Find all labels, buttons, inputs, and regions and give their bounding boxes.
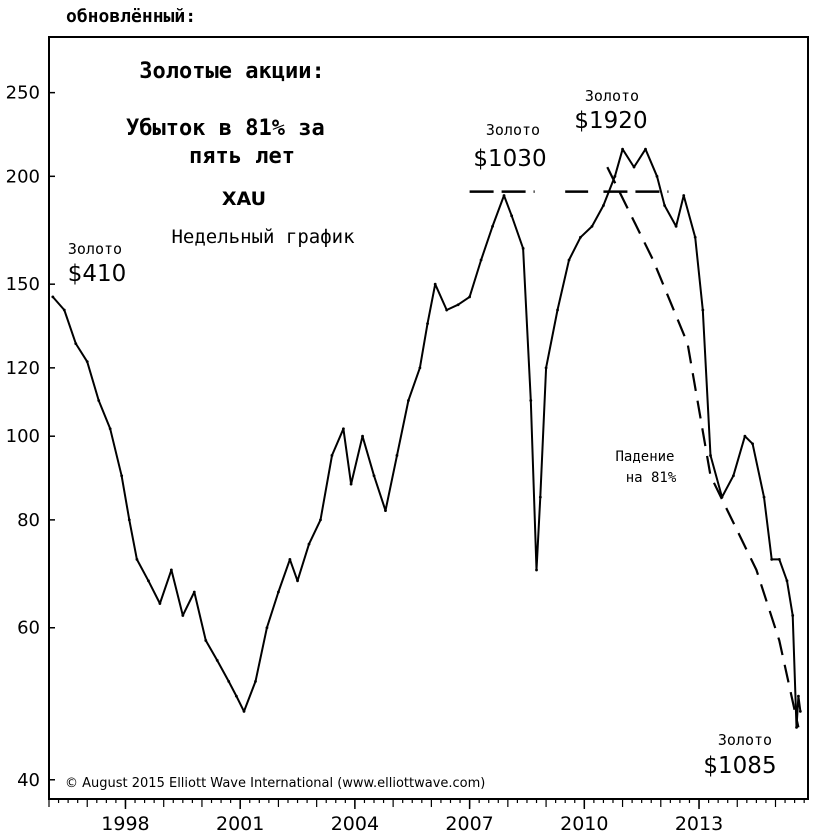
annotation-gold-1085-value: $1085 [703, 753, 776, 779]
x-tick-label: 2007 [445, 813, 493, 832]
y-tick-label: 250 [6, 83, 40, 104]
chart-title: Золотые акции: [139, 59, 324, 84]
y-tick-label: 60 [17, 618, 40, 639]
x-tick-label: 2001 [216, 813, 264, 832]
frequency-label: Недельный график [171, 226, 355, 248]
ticker-label: XAU [222, 188, 266, 210]
x-tick-label: 1998 [101, 813, 149, 832]
y-axis: 40 60 80 100 120 150 200 250 [6, 83, 55, 791]
annotation-gold-410: Золото $410 [68, 240, 127, 287]
copyright-text: © August 2015 Elliott Wave International… [65, 776, 485, 791]
annotation-gold-1030-label: Золото [486, 121, 540, 139]
y-tick-label: 200 [6, 166, 40, 187]
chart-subtitle: Убыток в 81% за пять лет [126, 116, 338, 169]
annotation-gold-1030-value: $1030 [473, 146, 546, 172]
x-tick-label: 2010 [560, 813, 608, 832]
chart-subtitle-line2: пять лет [189, 144, 295, 169]
y-tick-label: 150 [6, 274, 40, 295]
annotation-gold-1920: Золото $1920 [574, 87, 647, 134]
annotation-gold-1030: Золото $1030 [473, 121, 546, 172]
decline-trendline [606, 166, 800, 728]
header-text: обновлённый: [66, 6, 196, 27]
annotation-decline-label: Падение [615, 449, 674, 465]
x-axis: 1998 2001 2004 2007 2010 2013 [48, 799, 805, 832]
annotation-gold-410-value: $410 [68, 261, 127, 287]
annotation-gold-1085-label: Золото [718, 731, 772, 749]
annotation-gold-1920-value: $1920 [574, 108, 647, 134]
x-tick-label: 2004 [331, 813, 379, 832]
annotation-gold-410-label: Золото [68, 240, 122, 258]
annotation-decline: Падение на 81% [615, 449, 676, 486]
y-tick-label: 100 [6, 426, 40, 447]
xau-weekly-series-line [52, 148, 802, 729]
annotation-gold-1920-label: Золото [585, 87, 639, 105]
y-tick-label: 120 [6, 358, 40, 379]
chart-subtitle-line1: Убыток в 81% за [126, 116, 325, 141]
annotation-gold-1085: Золото $1085 [703, 731, 776, 779]
y-tick-label: 40 [17, 770, 40, 791]
series-group [51, 147, 802, 729]
annotation-decline-value: на 81% [626, 470, 677, 486]
plot-frame [48, 36, 809, 800]
x-tick-label: 2013 [675, 813, 723, 832]
y-tick-label: 80 [17, 510, 40, 531]
